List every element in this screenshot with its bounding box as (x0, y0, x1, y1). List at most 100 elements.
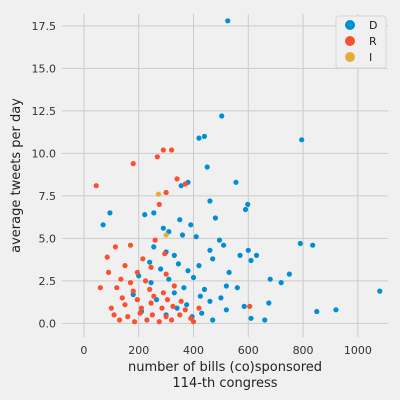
data-point (201, 286, 208, 292)
y-tick-label: 5.0 (39, 232, 57, 245)
data-point (188, 222, 194, 228)
data-point (156, 201, 162, 207)
data-point (104, 254, 110, 260)
data-point (181, 285, 187, 291)
data-point (199, 310, 205, 316)
data-point (223, 307, 229, 313)
data-point (201, 133, 208, 139)
data-point (140, 256, 146, 262)
y-tick-label: 10.0 (32, 147, 57, 160)
data-points (93, 18, 383, 325)
data-point (267, 276, 273, 282)
data-point (185, 268, 191, 274)
legend-label: D (369, 19, 377, 32)
data-point (160, 225, 166, 231)
legend-label: I (369, 51, 372, 64)
data-point (197, 293, 203, 299)
data-point (168, 317, 175, 323)
data-point (93, 183, 99, 189)
legend-item-r: R (345, 35, 377, 48)
data-point (212, 215, 219, 221)
data-point (171, 290, 177, 296)
x-tick-label: 400 (183, 344, 204, 357)
y-tick-label: 15.0 (32, 62, 57, 75)
data-point (245, 201, 251, 207)
data-point (142, 212, 148, 218)
grid-lines (62, 14, 388, 337)
data-point (162, 251, 168, 257)
data-point (299, 137, 305, 143)
data-point (241, 303, 247, 309)
data-point (218, 295, 224, 301)
data-point (207, 298, 213, 304)
data-point (119, 295, 125, 301)
data-point (177, 217, 183, 223)
x-tick-label: 600 (238, 344, 259, 357)
x-axis-subtitle: 114-th congress (172, 376, 277, 391)
series-i (155, 191, 169, 238)
y-tick-label: 7.5 (39, 190, 57, 203)
data-point (116, 317, 123, 323)
data-point (137, 310, 143, 316)
data-point (160, 290, 166, 296)
data-point (118, 276, 124, 282)
data-point (114, 285, 120, 291)
data-point (158, 266, 164, 272)
data-point (175, 261, 182, 267)
data-point (314, 308, 320, 315)
data-point (179, 232, 186, 238)
legend-label: R (369, 35, 377, 48)
data-point (170, 303, 176, 309)
data-point (207, 247, 213, 253)
data-point (148, 280, 154, 286)
plot-area-background (62, 14, 388, 337)
data-point (247, 303, 253, 309)
data-point (134, 297, 140, 303)
data-point (310, 242, 316, 248)
data-point (127, 280, 134, 286)
x-axis-title: number of bills (co)sponsored (128, 360, 322, 375)
data-point (196, 305, 202, 311)
data-point (105, 269, 112, 275)
data-point (168, 147, 175, 153)
data-point (248, 257, 254, 264)
data-point (178, 298, 184, 304)
data-point (156, 319, 162, 325)
data-point (178, 183, 184, 189)
data-point (125, 314, 131, 320)
data-point (148, 300, 154, 306)
x-tick-label: 0 (80, 344, 87, 357)
data-point (297, 240, 303, 247)
legend-item-i: I (345, 51, 372, 64)
data-point (108, 305, 114, 311)
data-point (207, 198, 213, 204)
y-tick-label: 0.0 (39, 317, 57, 330)
data-point (248, 315, 254, 321)
data-point (237, 252, 243, 258)
data-point (107, 210, 113, 216)
data-point (182, 181, 188, 187)
data-point (160, 147, 166, 153)
series-r (93, 147, 253, 325)
data-point (151, 244, 157, 250)
data-point (111, 312, 117, 318)
data-point (147, 286, 153, 292)
data-point (112, 244, 119, 250)
data-point (151, 293, 157, 299)
data-point (225, 18, 231, 24)
data-point (174, 305, 180, 311)
data-point (184, 302, 190, 308)
data-point (130, 161, 136, 167)
legend-box (335, 15, 387, 69)
data-point (159, 305, 165, 311)
data-point (193, 234, 199, 240)
data-point (163, 189, 169, 196)
data-point (122, 302, 128, 308)
data-point (148, 264, 154, 270)
data-point (266, 300, 272, 306)
data-point (163, 271, 169, 277)
data-point (97, 285, 103, 291)
data-point (127, 242, 134, 248)
data-point (253, 252, 260, 258)
